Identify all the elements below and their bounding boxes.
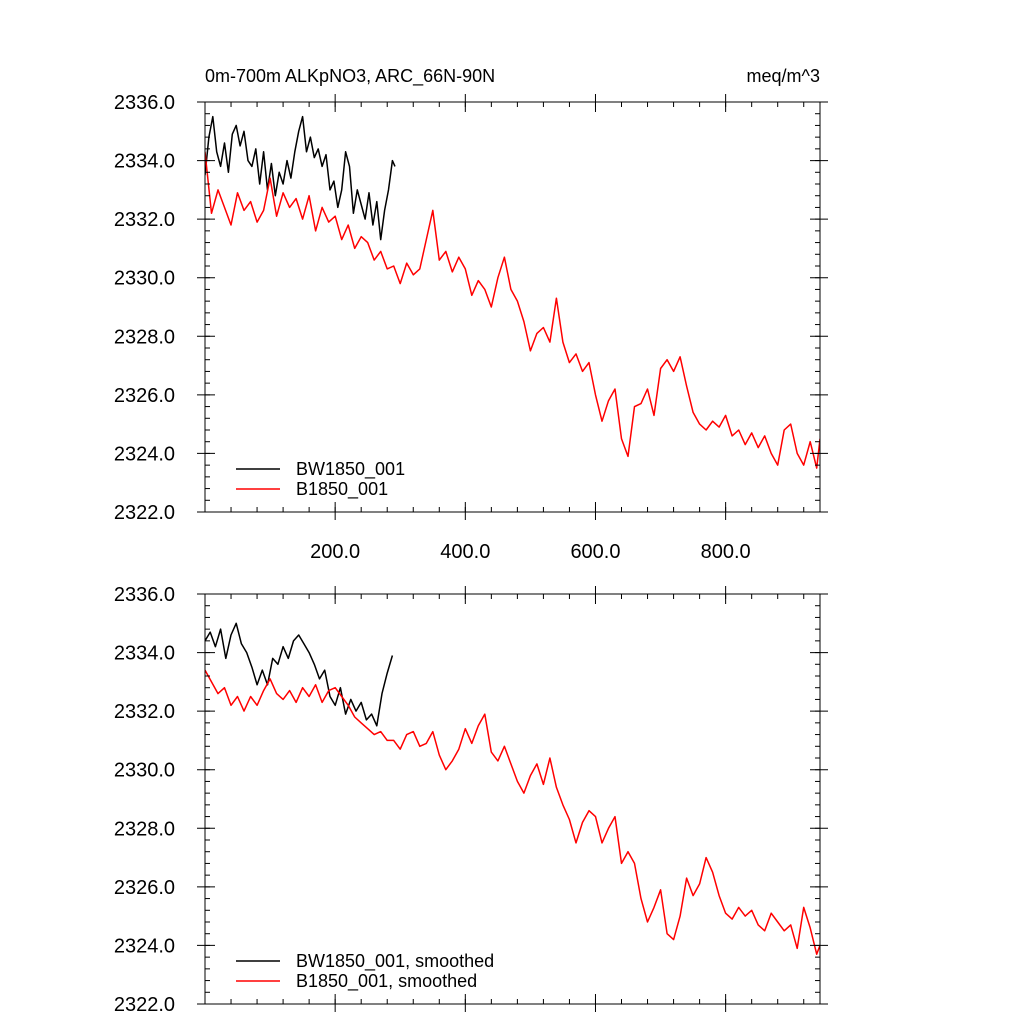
series-line-2 <box>205 669 820 955</box>
series-line-1 <box>205 622 394 727</box>
x-tick-label: 600.0 <box>570 541 620 563</box>
y-tick-label: 2328.0 <box>114 326 175 348</box>
x-tick-label: 200.0 <box>310 541 360 563</box>
chart-title: 0m-700m ALKpNO3, ARC_66N-90N <box>205 66 495 87</box>
y-tick-label: 2326.0 <box>114 877 175 899</box>
plot-frame <box>204 101 821 513</box>
bottom-panel: 2322.0 2324.0 2326.0 2328.0 2330.0 2332.0 2334… <box>114 584 828 1016</box>
legend-label: BW1850_001, smoothed <box>296 951 494 972</box>
legend-label: B1850_001 <box>296 479 388 500</box>
x-tick-label: 400.0 <box>440 541 490 563</box>
plot-frame <box>204 593 821 1005</box>
y-tick-label: 2332.0 <box>114 209 175 231</box>
y-tick-label: 2330.0 <box>114 268 175 290</box>
y-tick-label: 2334.0 <box>114 643 175 665</box>
y-tick-label: 2328.0 <box>114 818 175 840</box>
y-tick-label: 2324.0 <box>114 443 175 465</box>
chart-units: meq/m^3 <box>747 66 820 86</box>
legend-label: B1850_001, smoothed <box>296 971 477 992</box>
y-tick-label: 2322.0 <box>114 502 175 524</box>
series-line-1 <box>205 115 396 241</box>
top-panel: 0m-700m ALKpNO3, ARC_66N-90N meq/m^3 232… <box>114 66 828 563</box>
y-tick-label: 2332.0 <box>114 701 175 723</box>
y-tick-label: 2334.0 <box>114 151 175 173</box>
y-tick-label: 2324.0 <box>114 935 175 957</box>
x-tick-label: 800.0 <box>701 541 751 563</box>
series-line-2 <box>205 151 820 469</box>
legend-label: BW1850_001 <box>296 459 405 480</box>
y-tick-label: 2330.0 <box>114 760 175 782</box>
y-tick-label: 2322.0 <box>114 994 175 1016</box>
y-tick-label: 2336.0 <box>114 584 175 606</box>
y-tick-label: 2326.0 <box>114 385 175 407</box>
y-tick-label: 2336.0 <box>114 92 175 114</box>
